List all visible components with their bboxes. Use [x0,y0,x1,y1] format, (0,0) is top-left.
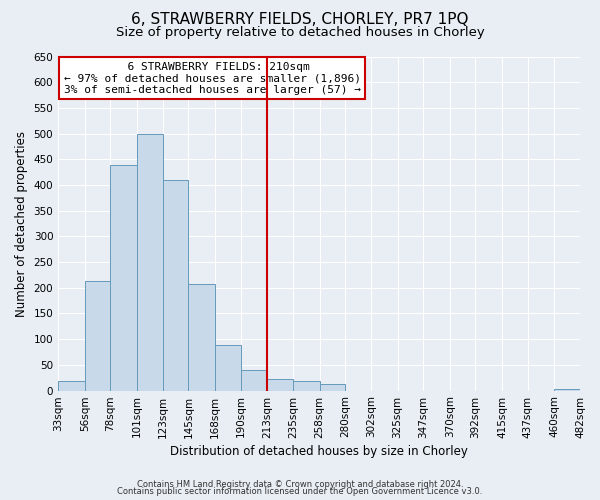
Bar [58,382,85,390]
Bar [320,384,345,390]
Text: Contains HM Land Registry data © Crown copyright and database right 2024.: Contains HM Land Registry data © Crown c… [137,480,463,489]
Text: Contains public sector information licensed under the Open Government Licence v3: Contains public sector information licen… [118,488,482,496]
Bar [163,180,188,390]
Text: 6, STRAWBERRY FIELDS, CHORLEY, PR7 1PQ: 6, STRAWBERRY FIELDS, CHORLEY, PR7 1PQ [131,12,469,28]
Bar [188,284,215,391]
Text: 6 STRAWBERRY FIELDS: 210sqm
← 97% of detached houses are smaller (1,896)
3% of s: 6 STRAWBERRY FIELDS: 210sqm ← 97% of det… [64,62,361,94]
Y-axis label: Number of detached properties: Number of detached properties [15,130,28,316]
Bar [293,382,320,390]
Bar [110,166,137,390]
Bar [554,389,580,390]
Bar [137,134,163,390]
X-axis label: Distribution of detached houses by size in Chorley: Distribution of detached houses by size … [170,444,468,458]
Bar [241,370,268,390]
Bar [268,378,293,390]
Bar [215,346,241,391]
Bar [85,281,110,390]
Text: Size of property relative to detached houses in Chorley: Size of property relative to detached ho… [116,26,484,39]
